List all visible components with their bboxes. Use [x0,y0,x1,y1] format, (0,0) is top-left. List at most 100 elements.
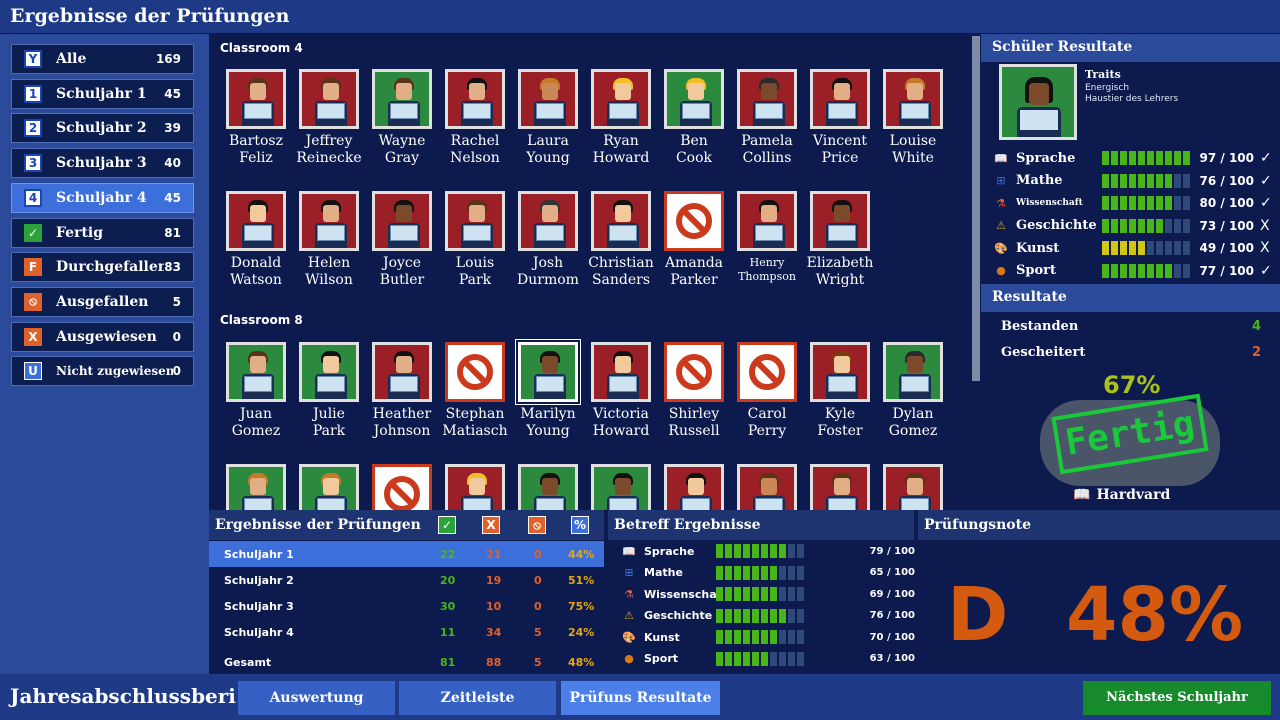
student-portrait [810,342,870,402]
student-portrait [372,342,432,402]
first-name: Marilyn [520,406,576,422]
student-card[interactable] [513,464,583,510]
student-card[interactable]: Wayne Gray [367,69,437,167]
student-card[interactable]: Juan Gomez [221,342,291,440]
filter-unassigned[interactable]: U Nicht zugewiesen 0 [11,356,194,387]
filter-absent[interactable]: ⦸ Ausgefallen 5 [11,286,194,317]
student-card[interactable] [586,464,656,510]
student-card[interactable]: Rachel Nelson [440,69,510,167]
student-card[interactable] [659,464,729,510]
table-cell: 30 [440,600,456,613]
score-bar [1102,151,1190,165]
student-card[interactable] [440,464,510,510]
student-card[interactable]: Ryan Howard [586,69,656,167]
student-card[interactable] [294,464,364,510]
exam-table-row[interactable]: Schuljahr 1 22 21 0 44% [209,541,604,567]
last-name: Perry [747,423,787,439]
table-cell: 10 [486,600,502,613]
next-school-year-button[interactable]: Nächstes Schuljahr [1083,681,1271,715]
student-card[interactable]: Victoria Howard [586,342,656,440]
student-portrait [737,464,797,510]
subject-score: 69 / 100 [869,588,915,600]
student-name: Julie Park [294,406,364,440]
filter-label: Schuljahr 4 [56,189,147,206]
school-label: Hardvard [1096,487,1171,503]
table-cell: 22 [440,548,456,561]
student-portrait [810,464,870,510]
student-portrait [518,342,578,402]
student-name: Wayne Gray [367,133,437,167]
student-card[interactable]: Louise White [878,69,948,167]
tab-timeline[interactable]: Zeitleiste [399,681,556,715]
grade-heading: Prüfungsnote [918,510,1280,540]
student-card[interactable]: Julie Park [294,342,364,440]
check-icon: ✓ [1260,172,1272,189]
percent-column-icon: % [571,516,589,534]
grade-percent: 48% [1066,572,1244,658]
student-card[interactable] [221,464,291,510]
absent-icon: ⦸ [24,292,42,311]
exam-table-row[interactable]: Schuljahr 4 11 34 5 24% [209,619,604,645]
subject-score: 63 / 100 [869,653,915,664]
student-card[interactable] [367,464,437,510]
student-results-heading: Schüler Resultate [981,34,1280,62]
filter-done[interactable]: ✓ Fertig 81 [11,217,194,248]
first-name: Amanda [664,255,724,271]
student-card[interactable]: Josh Durmom [513,191,583,289]
last-name: Parker [670,272,718,288]
first-name: Louise [889,133,937,149]
school-name: 📖 Hardvard [1073,487,1170,503]
filter-year-3[interactable]: 3 Schuljahr 3 40 [11,148,194,179]
student-card[interactable]: Laura Young [513,69,583,167]
student-card[interactable]: Heather Johnson [367,342,437,440]
student-portrait [810,191,870,251]
first-name: Kyle [824,406,856,422]
exam-table-row[interactable]: Schuljahr 2 20 19 0 51% [209,567,604,593]
filter-year-1[interactable]: 1 Schuljahr 1 45 [11,78,194,109]
passed-count: 4 [1252,319,1262,334]
exam-table-row[interactable]: Gesamt 81 88 5 48% [209,649,604,675]
filter-year-4[interactable]: 4 Schuljahr 4 45 [11,182,194,213]
filter-year-2[interactable]: 2 Schuljahr 2 39 [11,113,194,144]
student-card[interactable]: Louis Park [440,191,510,289]
student-card[interactable]: Stephan Matiasch [440,342,510,440]
student-card[interactable] [805,464,875,510]
student-card[interactable]: Helen Wilson [294,191,364,289]
student-card[interactable]: Vincent Price [805,69,875,167]
first-name: Josh [532,255,564,271]
student-card[interactable]: Joyce Butler [367,191,437,289]
exam-table-row[interactable]: Schuljahr 3 30 10 0 75% [209,593,604,619]
student-card[interactable] [732,464,802,510]
last-name: Wright [815,272,865,288]
student-portrait [883,69,943,129]
scrollbar-thumb[interactable] [972,36,980,381]
tab-evaluation[interactable]: Auswertung [238,681,395,715]
tab-exam-results[interactable]: Prüfuns Resultate [561,681,720,715]
student-card[interactable]: Carol Perry [732,342,802,440]
score-bar [1102,196,1190,210]
subject-score: 65 / 100 [869,567,915,578]
filter-all[interactable]: Y Alle 169 [11,44,194,74]
student-card[interactable]: Jeffrey Reinecke [294,69,364,167]
student-card[interactable]: Bartosz Feliz [221,69,291,167]
student-card[interactable]: Marilyn Young [513,342,583,440]
absent-column-icon: ⦸ [528,516,546,534]
subject-row: ⚗ Wissenschaft 80 / 100 ✓ [992,193,1272,213]
student-card[interactable]: Ben Cook [659,69,729,167]
student-card[interactable]: Amanda Parker [659,191,729,289]
trait-item: Haustier des Lehrers [1085,94,1179,104]
student-card[interactable]: Pamela Collins [732,69,802,167]
student-card[interactable]: Shirley Russell [659,342,729,440]
absent-icon [664,342,724,402]
student-card[interactable]: Christian Sanders [586,191,656,289]
subject-row: 📖 Sprache 97 / 100 ✓ [992,148,1272,168]
student-card[interactable]: Kyle Foster [805,342,875,440]
student-card[interactable] [878,464,948,510]
student-card[interactable]: Dylan Gomez [878,342,948,440]
student-portrait [591,69,651,129]
filter-expelled[interactable]: X Ausgewiesen 0 [11,321,194,352]
student-card[interactable]: Elizabeth Wright [805,191,875,289]
student-card[interactable]: Henry Thompson [732,191,802,284]
student-card[interactable]: Donald Watson [221,191,291,289]
filter-failed[interactable]: F Durchgefallen 83 [11,252,194,283]
